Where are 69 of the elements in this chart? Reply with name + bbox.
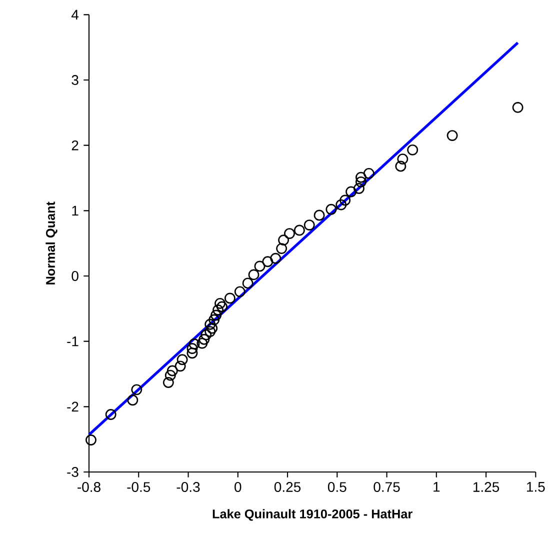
y-tick-label: -3: [67, 467, 78, 477]
point: [188, 338, 200, 350]
point: [166, 365, 178, 376]
y-tick-label: -2: [67, 402, 78, 412]
point: [262, 256, 274, 268]
point: [174, 360, 186, 372]
point: [314, 210, 325, 221]
x-tick-label: -0.8: [78, 482, 100, 492]
y-tick-label: 4: [71, 10, 79, 20]
y-tick-label: -1: [67, 336, 78, 346]
y-tick-label: 2: [72, 140, 78, 150]
y-tick-label: 3: [72, 75, 78, 85]
point: [200, 329, 212, 340]
point: [224, 292, 236, 304]
point: [204, 318, 216, 330]
point: [336, 199, 347, 210]
point: [210, 310, 222, 321]
point: [206, 322, 218, 334]
point: [204, 326, 216, 338]
point: [131, 384, 142, 396]
point: [208, 314, 220, 326]
point: [340, 194, 351, 206]
point: [395, 160, 406, 172]
x-tick-label: 1: [434, 482, 440, 492]
point: [176, 354, 188, 366]
x-tick-label: 0.25: [274, 482, 301, 492]
point: [278, 234, 290, 246]
point: [284, 228, 295, 240]
point: [242, 278, 254, 289]
y-axis-title: Normal Quant: [46, 202, 58, 284]
point: [216, 301, 228, 312]
point: [294, 224, 305, 236]
point: [356, 172, 366, 183]
point: [198, 334, 210, 345]
y-tick-label: 0: [72, 271, 78, 281]
point: [186, 343, 198, 354]
point: [512, 102, 524, 113]
point: [164, 370, 176, 381]
point: [270, 252, 282, 264]
x-tick-label: 1.25: [473, 482, 500, 492]
point: [86, 434, 96, 446]
point: [397, 154, 408, 165]
point: [326, 204, 337, 215]
point: [346, 186, 357, 198]
point: [248, 269, 260, 280]
point: [162, 377, 174, 388]
point: [196, 338, 208, 349]
x-tick-label: 0: [234, 482, 242, 492]
x-tick-label: 1.5: [527, 482, 545, 492]
point: [254, 260, 266, 272]
x-tick-label: 0.5: [328, 482, 346, 492]
point: [363, 168, 374, 179]
point: [105, 409, 116, 420]
point: [234, 286, 246, 298]
point: [127, 394, 138, 406]
point: [276, 243, 288, 254]
x-tick-label: -0.3: [176, 482, 200, 492]
x-tick-label: 0.75: [374, 482, 400, 492]
point: [407, 144, 418, 156]
point: [304, 220, 315, 231]
y-tick-label: 1: [72, 206, 78, 216]
x-tick-label: -0.5: [127, 482, 150, 492]
point: [212, 304, 224, 316]
point: [214, 298, 226, 309]
point: [446, 130, 458, 142]
point: [354, 182, 364, 194]
point: [356, 176, 366, 188]
point: [186, 348, 198, 359]
x-axis-title: Lake Quinault 1910-2005 - HatHar: [212, 509, 412, 521]
